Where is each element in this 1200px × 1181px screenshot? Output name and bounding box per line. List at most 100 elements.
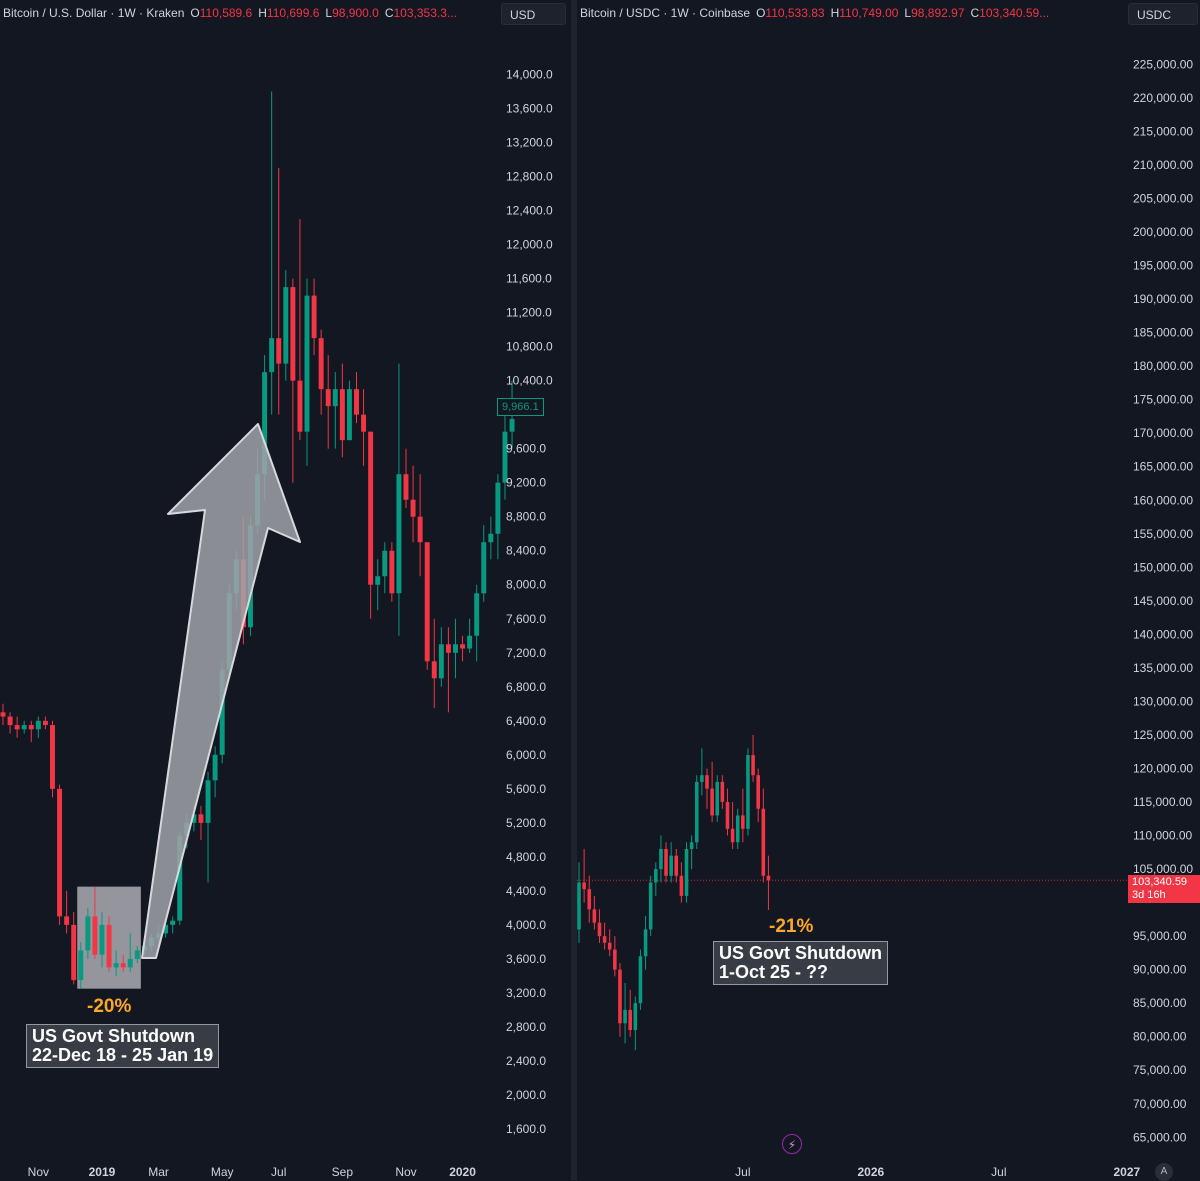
left-candle[interactable] <box>106 916 112 972</box>
left-candle[interactable] <box>85 907 91 959</box>
left-candle[interactable] <box>361 389 367 466</box>
right-candle[interactable] <box>735 808 740 849</box>
right-candle[interactable] <box>674 848 679 883</box>
left-candle[interactable] <box>269 91 275 415</box>
left-candle[interactable] <box>276 168 282 415</box>
right-candle[interactable] <box>694 775 699 849</box>
left-candlestick-chart[interactable]: 14,000.0 13,600.0 13,200.0 12,800.0 12,400.0… <box>0 0 571 1180</box>
lightning-icon[interactable]: ⚡ <box>782 1134 802 1154</box>
left-candle[interactable] <box>396 363 402 636</box>
right-candle[interactable] <box>613 936 617 977</box>
left-candle[interactable] <box>318 329 324 415</box>
left-candle[interactable] <box>205 771 211 883</box>
left-candle[interactable] <box>474 584 480 662</box>
left-candle[interactable] <box>35 716 41 738</box>
right-candle[interactable] <box>633 996 638 1051</box>
left-candle[interactable] <box>346 380 352 441</box>
left-candle[interactable] <box>354 372 359 424</box>
right-candle[interactable] <box>659 835 663 883</box>
right-candle[interactable] <box>592 895 597 930</box>
left-candle[interactable] <box>92 886 98 959</box>
left-candle[interactable] <box>297 219 303 441</box>
left-candle[interactable] <box>424 542 430 670</box>
right-candle[interactable] <box>623 983 627 1044</box>
left-candle[interactable] <box>481 525 487 602</box>
right-candle[interactable] <box>664 842 668 883</box>
left-candle[interactable] <box>488 516 494 560</box>
right-symbol-title[interactable]: Bitcoin / USDC · 1W · Coinbase <box>580 6 751 20</box>
left-candle[interactable] <box>382 542 388 594</box>
left-candle[interactable] <box>134 946 140 964</box>
left-candle[interactable] <box>389 542 395 602</box>
left-candle[interactable] <box>445 627 451 713</box>
left-candle[interactable] <box>7 712 13 734</box>
left-candle[interactable] <box>14 716 20 738</box>
left-candle[interactable] <box>460 635 466 662</box>
right-chart-panel[interactable]: Bitcoin / USDC · 1W · Coinbase O 110,533… <box>577 0 1200 1181</box>
left-candle[interactable] <box>21 720 27 734</box>
left-candle[interactable] <box>290 278 296 483</box>
auto-scale-icon[interactable]: A <box>1155 1163 1173 1181</box>
left-candle[interactable] <box>120 954 126 972</box>
right-candle[interactable] <box>602 922 607 950</box>
left-candle[interactable] <box>438 627 444 687</box>
right-candle[interactable] <box>679 862 684 903</box>
right-candle[interactable] <box>751 734 755 782</box>
left-candle[interactable] <box>127 933 133 972</box>
right-candle[interactable] <box>756 768 760 823</box>
left-candle[interactable] <box>99 912 105 968</box>
right-candle[interactable] <box>597 909 602 943</box>
left-candle[interactable] <box>467 618 473 653</box>
right-candle[interactable] <box>730 802 735 849</box>
right-candle[interactable] <box>705 768 709 809</box>
right-candle[interactable] <box>746 748 750 836</box>
right-candle[interactable] <box>669 842 673 883</box>
right-candle[interactable] <box>607 929 612 957</box>
left-candle[interactable] <box>403 448 409 509</box>
panel-divider[interactable] <box>571 0 577 1180</box>
left-candle[interactable] <box>212 746 218 798</box>
left-candle[interactable] <box>410 465 416 543</box>
left-symbol-title[interactable]: Bitcoin / U.S. Dollar · 1W · Kraken <box>3 6 185 20</box>
right-candle[interactable] <box>577 862 581 943</box>
right-candle[interactable] <box>766 855 771 910</box>
left-candle[interactable] <box>170 916 176 934</box>
left-candle[interactable] <box>64 890 70 934</box>
right-candle[interactable] <box>710 761 714 823</box>
left-candle[interactable] <box>311 278 317 356</box>
left-chart-panel[interactable]: Bitcoin / U.S. Dollar · 1W · Kraken O 11… <box>0 0 571 1180</box>
left-candle[interactable] <box>42 716 48 730</box>
right-candle[interactable] <box>582 848 586 903</box>
right-candle[interactable] <box>741 788 745 843</box>
left-candle[interactable] <box>28 720 34 743</box>
right-candle[interactable] <box>689 835 694 870</box>
right-candle[interactable] <box>654 862 658 896</box>
right-candle[interactable] <box>618 962 622 1037</box>
left-candle[interactable] <box>368 431 374 619</box>
right-currency-badge[interactable]: USDC <box>1128 3 1198 25</box>
left-candle[interactable] <box>71 912 77 985</box>
right-candle[interactable] <box>684 842 689 903</box>
left-candle[interactable] <box>57 784 63 925</box>
right-candle[interactable] <box>700 748 704 796</box>
left-candle[interactable] <box>453 618 458 679</box>
right-candle[interactable] <box>761 788 766 883</box>
right-candle[interactable] <box>643 916 648 970</box>
left-candle[interactable] <box>283 270 289 381</box>
left-candle[interactable] <box>50 720 55 798</box>
left-candle[interactable] <box>0 703 6 726</box>
left-candle[interactable] <box>78 941 84 989</box>
left-candle[interactable] <box>325 355 331 449</box>
left-candle[interactable] <box>431 618 437 709</box>
right-candle[interactable] <box>720 775 725 809</box>
left-candle[interactable] <box>339 363 345 458</box>
right-candle[interactable] <box>638 949 643 1010</box>
left-candle[interactable] <box>113 950 119 976</box>
left-candle[interactable] <box>304 278 310 466</box>
left-candle[interactable] <box>417 474 423 577</box>
left-candle[interactable] <box>375 559 381 611</box>
left-candle[interactable] <box>198 805 204 840</box>
right-candle[interactable] <box>587 875 592 923</box>
left-candle[interactable] <box>332 372 338 449</box>
right-candlestick-chart[interactable]: 225,000.00 220,000.00 215,000.00 210,000.00… <box>577 0 1200 1180</box>
